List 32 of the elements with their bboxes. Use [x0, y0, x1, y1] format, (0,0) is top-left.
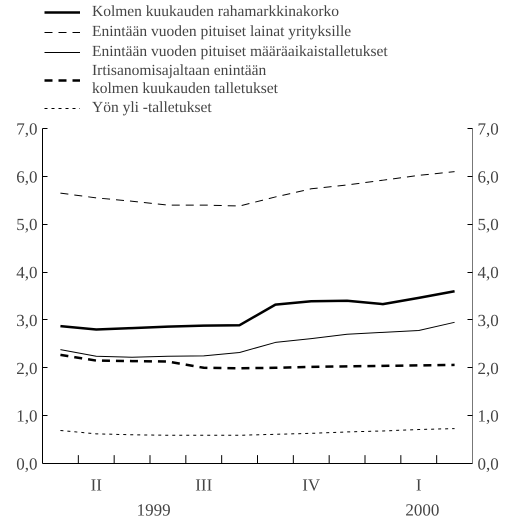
text: 1999 — [136, 500, 171, 520]
legend-label: Enintään vuoden pituiset määräaikaistalletukset — [92, 43, 388, 61]
x-tick-label: III — [195, 476, 213, 494]
x-tick-label: II — [90, 476, 102, 494]
y2-tick-label: 1,0 — [478, 406, 499, 426]
y2-tick-label: 0,0 — [478, 454, 499, 474]
y2-tick-label: 5,0 — [478, 215, 499, 234]
line-series — [60, 428, 456, 436]
y-tick-label: 2,0 — [16, 358, 38, 378]
y-tick-label: 0,0 — [16, 454, 38, 474]
y2-tick-label: 4,0 — [478, 263, 499, 282]
line-series — [59, 354, 456, 370]
y-tick-label: 7,0 — [16, 120, 38, 138]
x-tick-label: IV — [302, 476, 321, 494]
x-tick-label: I — [416, 476, 422, 494]
line-series — [60, 322, 456, 358]
y2-tick-label: 3,0 — [478, 310, 499, 330]
y-tick-label: 5,0 — [16, 215, 38, 234]
y-tick-label: 3,0 — [16, 310, 38, 330]
legend-label: Irtisanomisajaltaan enintään kolmen kuukauden talletukset — [92, 62, 278, 98]
y-tick-label: 4,0 — [16, 263, 38, 282]
text: 2000 — [405, 500, 440, 520]
y2-tick-label: 2,0 — [478, 358, 499, 378]
line-series — [60, 171, 456, 207]
y-tick-label: 6,0 — [16, 167, 38, 186]
y-tick-label: 1,0 — [16, 406, 38, 426]
legend-label: Yön yli -talletukset — [92, 99, 212, 117]
legend-label: Kolmen kuukauden rahamarkkinakorko — [92, 3, 340, 21]
legend-label: Enintään vuoden pituiset lainat yrityksille — [92, 23, 352, 41]
line-series — [59, 290, 456, 331]
y2-tick-label: 7,0 — [478, 120, 499, 138]
y2-tick-label: 6,0 — [478, 167, 499, 186]
